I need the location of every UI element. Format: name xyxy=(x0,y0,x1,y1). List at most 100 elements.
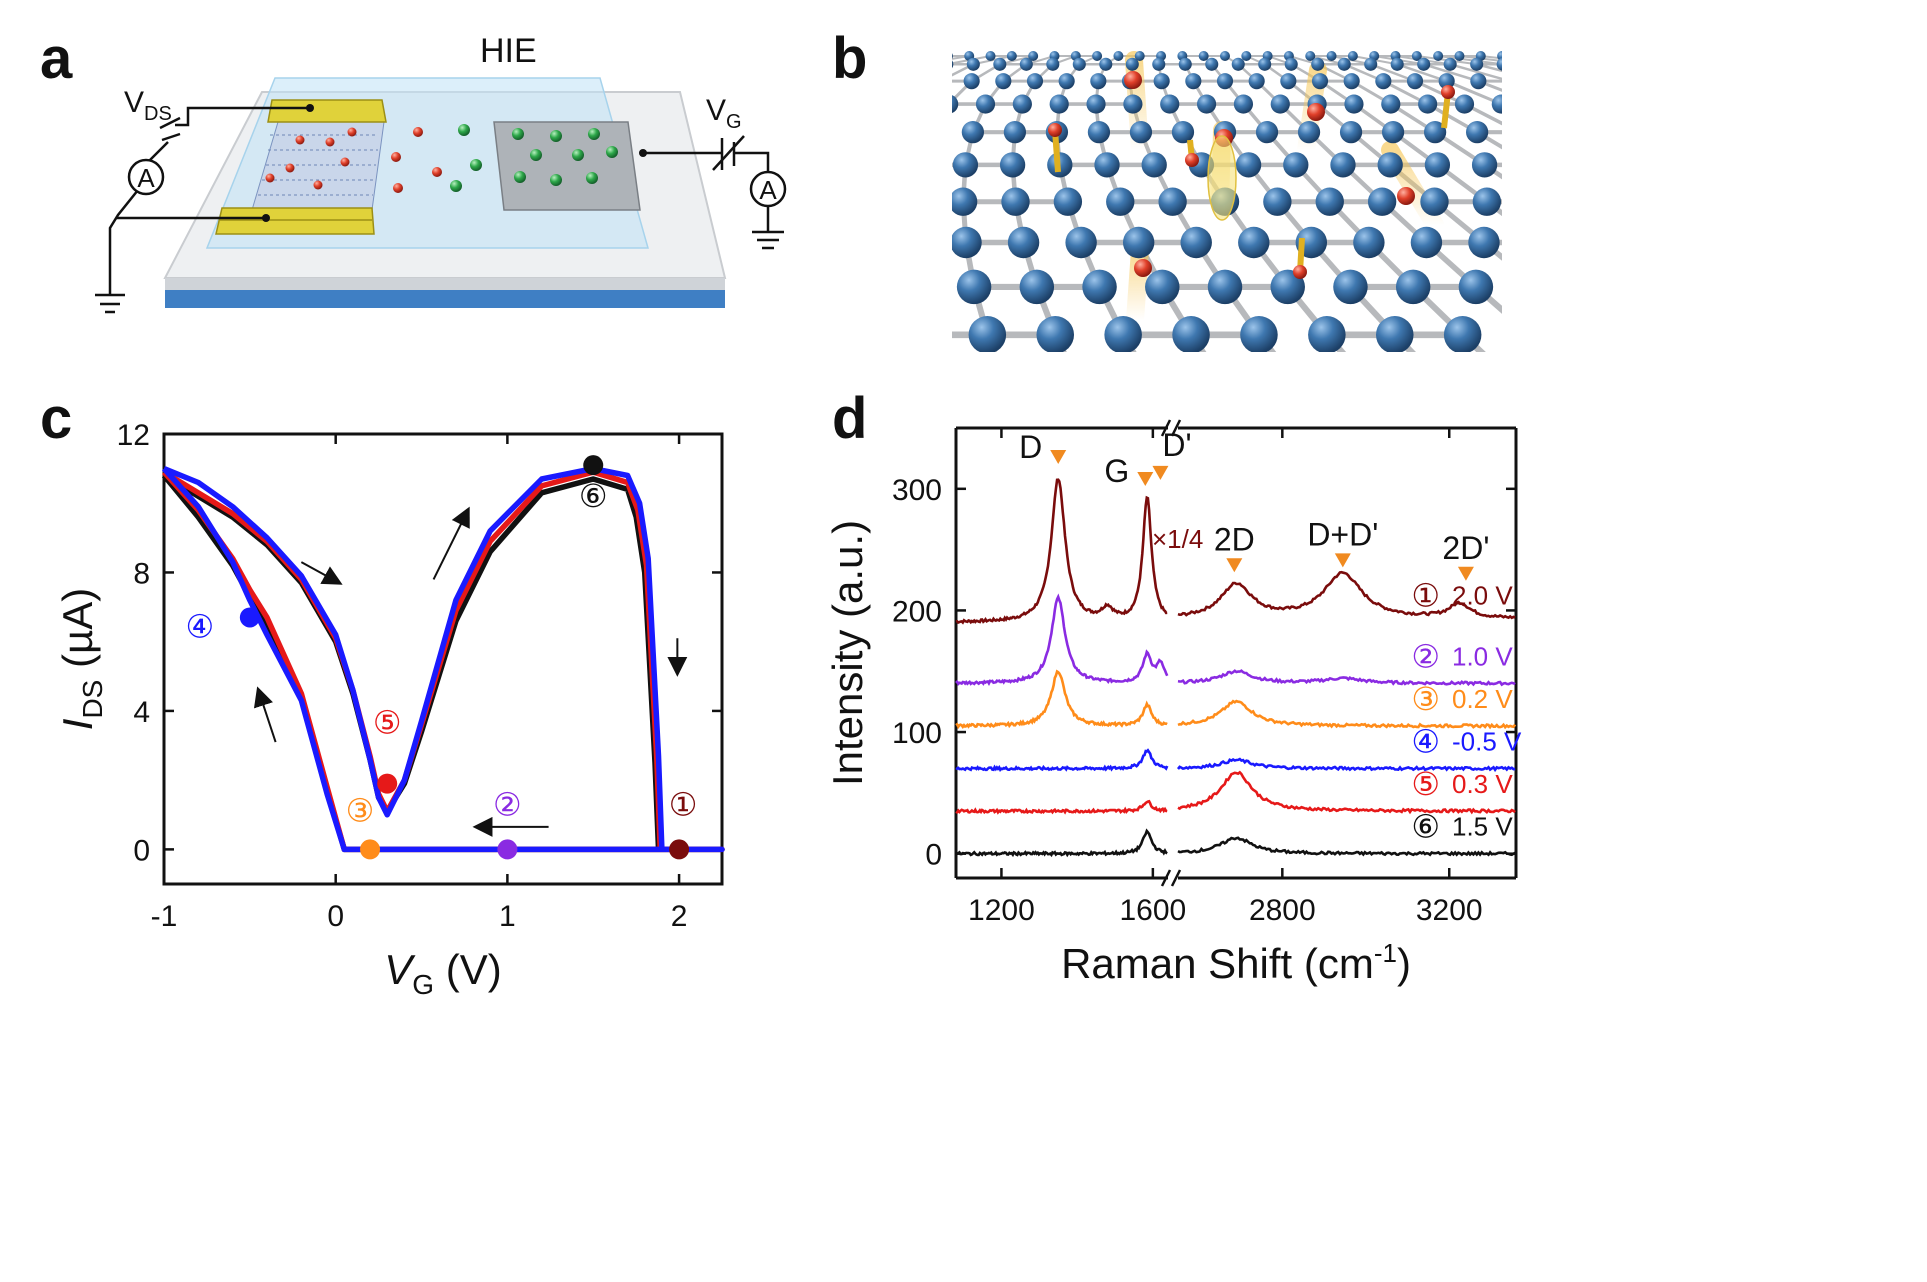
axis-break-mark xyxy=(1160,419,1172,437)
carbon-atom xyxy=(1082,269,1117,305)
carbon-atom xyxy=(1423,121,1447,144)
carbon-atom xyxy=(1087,121,1111,144)
y-tick-label: 300 xyxy=(892,474,942,507)
cc-bond xyxy=(793,202,806,243)
carbon-atom xyxy=(1497,51,1502,61)
cc-bond xyxy=(1870,335,1927,386)
cc-bond xyxy=(736,202,754,243)
plot-frame xyxy=(162,432,724,886)
cc-bond xyxy=(1463,102,1502,126)
carbon-atom xyxy=(1343,73,1360,90)
carbon-atom xyxy=(968,316,1007,352)
carbon-atom xyxy=(1381,94,1401,114)
cc-bond xyxy=(1771,132,1862,165)
carbon-atom xyxy=(995,73,1012,90)
carbon-atom xyxy=(1270,269,1305,305)
carbon-atom xyxy=(1160,94,1180,114)
series-legend-label: -0.5 V xyxy=(1452,727,1522,757)
carbon-atom xyxy=(1375,316,1414,352)
raman-spectrum-high xyxy=(1176,757,1516,773)
state-marker xyxy=(239,607,260,628)
series-legend-label: 0.3 V xyxy=(1452,769,1513,799)
carbon-atom xyxy=(952,187,978,216)
cc-bond xyxy=(894,56,948,64)
cc-bond xyxy=(952,55,970,60)
cc-bond xyxy=(1579,165,1644,202)
scale-note: ×1/4 xyxy=(1152,524,1203,554)
carbon-atom xyxy=(1220,51,1230,61)
carbon-atom xyxy=(1347,51,1358,61)
carbon-atom xyxy=(1178,57,1192,71)
cc-bond xyxy=(1599,242,1664,286)
anion-ions xyxy=(450,124,618,192)
carbon-atom xyxy=(1508,121,1530,143)
cc-bond xyxy=(1700,81,1796,104)
carbon-atom xyxy=(1333,269,1368,305)
carbon-atom xyxy=(952,152,979,178)
carbon-atom xyxy=(1065,226,1097,259)
panel-label-d: d xyxy=(832,386,867,451)
cation-ions xyxy=(265,127,442,193)
cc-bond xyxy=(1503,64,1573,81)
carbon-atom xyxy=(1491,94,1502,114)
carbon-atom xyxy=(999,152,1026,178)
carbon-atom xyxy=(1472,187,1502,216)
carbon-atom xyxy=(1466,121,1489,144)
carbon-atom xyxy=(993,57,1007,71)
carbon-atom xyxy=(920,121,942,143)
carbon-atom xyxy=(1090,73,1107,90)
cc-bond xyxy=(1644,202,1714,243)
vg-label: VG xyxy=(706,94,742,133)
y-tick-label: 0 xyxy=(133,834,150,867)
hydrogen-atom xyxy=(1307,103,1325,121)
carbon-atom xyxy=(1443,316,1482,352)
cc-bond xyxy=(1532,165,1592,202)
cc-bond xyxy=(1768,165,1854,202)
carbon-atom xyxy=(963,73,980,90)
carbon-atom xyxy=(1305,51,1316,61)
cc-bond xyxy=(1887,242,1927,286)
cc-bond xyxy=(1790,287,1871,335)
cc-bond xyxy=(918,132,931,165)
cc-bond xyxy=(911,287,919,335)
x-tick-label: 2 xyxy=(671,900,688,933)
cc-bond xyxy=(1575,104,1645,132)
cc-bond xyxy=(1438,55,1502,66)
carbon-atom xyxy=(1001,187,1030,216)
cc-bond xyxy=(908,202,910,243)
carbon-atom xyxy=(1049,94,1069,114)
cc-bond xyxy=(764,81,813,104)
state-marker-label: ① xyxy=(669,786,698,822)
carbon-atom xyxy=(1238,226,1270,259)
x-tick-label: 1600 xyxy=(1119,894,1186,927)
cc-bond xyxy=(1906,202,1927,243)
cc-bond xyxy=(1759,104,1855,132)
carbon-atom xyxy=(1072,57,1086,71)
raman-spectrum-low xyxy=(955,748,1169,773)
cc-bond xyxy=(912,81,940,104)
cc-bond xyxy=(1519,132,1579,165)
carbon-atom xyxy=(1353,226,1385,259)
carbon-atom xyxy=(1330,152,1356,178)
carbon-atom xyxy=(1395,269,1431,305)
carbon-atom xyxy=(1196,94,1217,114)
x-tick-label: 3200 xyxy=(1416,894,1483,927)
carbon-atom xyxy=(1297,121,1321,144)
peak-marker xyxy=(1457,566,1474,581)
cc-bond xyxy=(1566,56,1662,64)
carbon-atom xyxy=(1470,57,1484,71)
cc-bond xyxy=(1714,242,1789,286)
panel-label-b: b xyxy=(832,26,867,91)
state-marker-label: ② xyxy=(493,786,522,822)
carbon-atom xyxy=(1129,121,1153,144)
carbon-atom xyxy=(922,51,932,61)
state-marker xyxy=(360,839,381,860)
cc-bond xyxy=(1915,287,1927,335)
cc-bond xyxy=(728,81,782,104)
carbon-atom xyxy=(1185,73,1202,90)
carbon-atom xyxy=(1424,366,1465,407)
x-axis-label: VG (V) xyxy=(384,946,501,1000)
cc-bond xyxy=(129,335,173,386)
carbon-atom xyxy=(1284,57,1298,71)
cc-bond xyxy=(908,64,947,81)
